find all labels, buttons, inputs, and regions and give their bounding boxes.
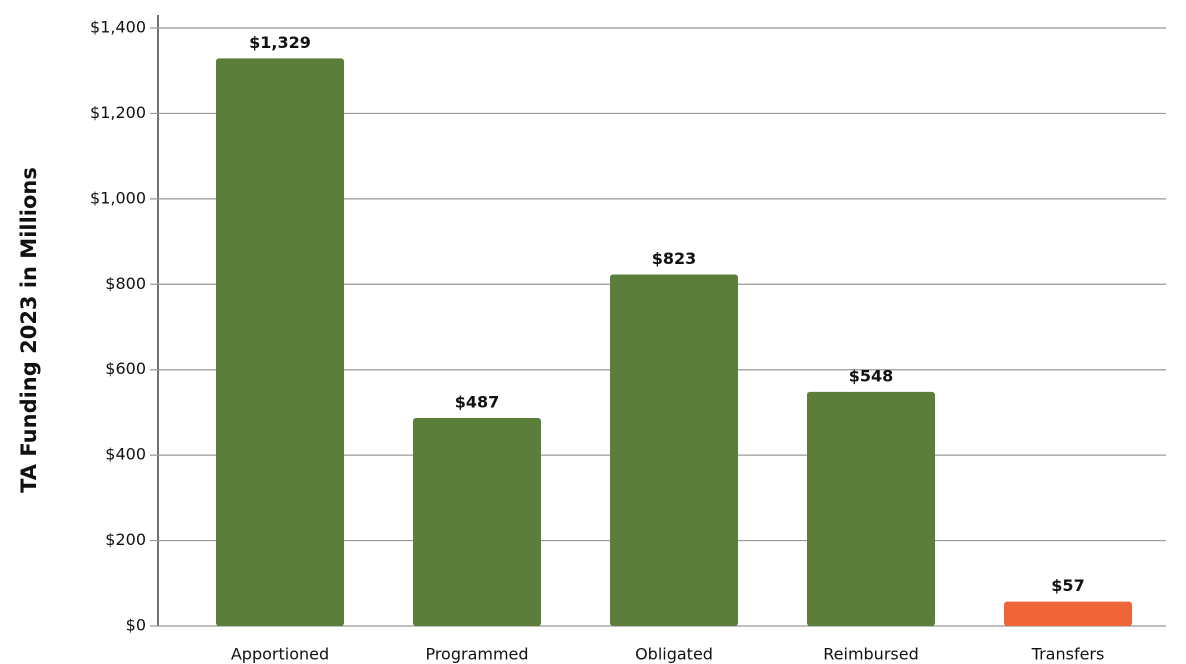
bar: [807, 391, 935, 626]
x-tick-label: Programmed: [425, 645, 528, 664]
bar: [216, 58, 344, 626]
y-tick-label: $1,200: [90, 103, 146, 122]
x-tick-label: Transfers: [1031, 645, 1105, 664]
y-tick-label: $0: [126, 616, 146, 635]
y-tick-label: $1,400: [90, 18, 146, 37]
bar: [610, 274, 738, 626]
x-tick-label: Reimbursed: [823, 645, 918, 664]
value-label: $823: [652, 249, 697, 268]
y-tick-label: $1,000: [90, 188, 146, 207]
value-label: $487: [455, 392, 500, 411]
y-tick-label: $200: [105, 530, 146, 549]
bar: [413, 417, 541, 626]
value-label: $1,329: [249, 33, 311, 52]
value-label: $57: [1051, 576, 1084, 595]
value-label: $548: [849, 366, 894, 385]
bar: [1004, 601, 1132, 626]
y-tick-label: $400: [105, 445, 146, 464]
y-tick-label: $600: [105, 359, 146, 378]
x-tick-label: Apportioned: [231, 645, 329, 664]
x-tick-label: Obligated: [635, 645, 713, 664]
y-tick-label: $800: [105, 274, 146, 293]
y-axis-label: TA Funding 2023 in Millions: [17, 167, 41, 493]
